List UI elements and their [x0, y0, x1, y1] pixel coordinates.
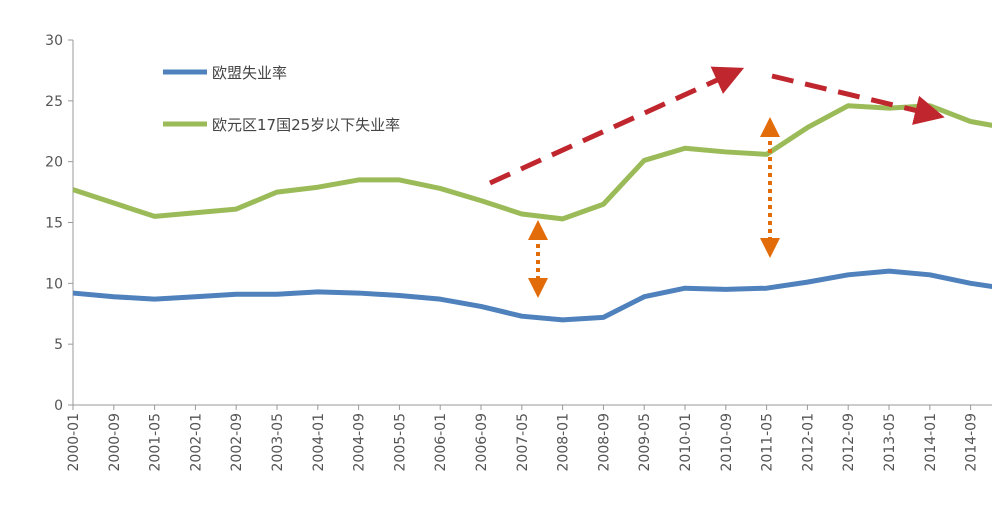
x-tick-label: 2002-01: [188, 413, 204, 472]
x-tick-label: 2012-09: [841, 413, 857, 472]
x-tick-label: 2007-05: [515, 413, 531, 472]
x-tick-label: 2002-09: [229, 413, 245, 472]
x-tick-label: 2004-01: [311, 413, 327, 472]
y-tick-label: 15: [45, 216, 63, 232]
x-tick-label: 2010-01: [678, 413, 694, 472]
x-tick-label: 2000-01: [66, 413, 82, 472]
x-tick-label: 2014-01: [923, 413, 939, 472]
annotations: [488, 66, 945, 298]
y-tick-label: 25: [45, 94, 63, 110]
legend-label: 欧元区17国25岁以下失业率: [212, 116, 400, 134]
x-tick-label: 2014-09: [964, 413, 980, 472]
x-tick-label: 2006-09: [474, 413, 490, 472]
x-tick-label: 2011-05: [760, 413, 776, 472]
x-tick-label: 2008-01: [556, 413, 572, 472]
x-tick-label: 2008-09: [596, 413, 612, 472]
trend-arrow: [771, 73, 945, 125]
y-tick-label: 0: [54, 398, 63, 414]
x-tick-label: 2000-09: [107, 413, 123, 472]
y-tick-label: 20: [45, 155, 63, 171]
x-tick-label: 2012-01: [800, 413, 816, 472]
trend-arrow: [488, 66, 745, 186]
y-tick-label: 5: [54, 337, 63, 353]
x-tick-label: 2013-05: [882, 413, 898, 472]
x-tick-label: 2010-09: [719, 413, 735, 472]
series-line: [72, 268, 992, 323]
x-tick-label: 2003-05: [270, 413, 286, 472]
legend-label: 欧盟失业率: [212, 64, 287, 82]
x-tick-label: 2004-09: [352, 413, 368, 472]
x-tick-label: 2005-05: [392, 413, 408, 472]
x-tick-label: 2006-01: [433, 413, 449, 472]
x-tick-label: 2001-05: [148, 413, 164, 472]
x-tick-label: 2009-05: [637, 413, 653, 472]
y-tick-label: 30: [45, 33, 63, 49]
y-tick-label: 10: [45, 276, 63, 292]
